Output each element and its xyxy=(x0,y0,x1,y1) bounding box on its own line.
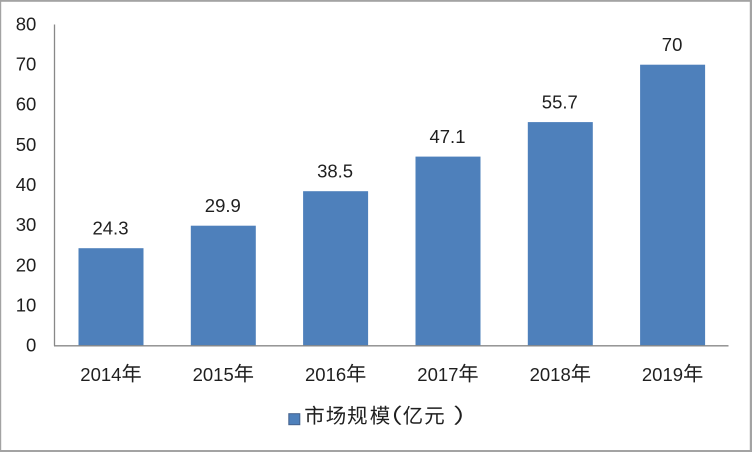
svg-text:20: 20 xyxy=(16,254,37,275)
svg-text:2017: 2017 xyxy=(417,364,458,385)
svg-text:24.3: 24.3 xyxy=(92,217,128,238)
svg-text:29.9: 29.9 xyxy=(205,195,241,216)
svg-text:30: 30 xyxy=(16,214,37,235)
svg-text:40: 40 xyxy=(16,174,37,195)
svg-text:0: 0 xyxy=(26,335,36,356)
svg-text:70: 70 xyxy=(662,34,683,55)
svg-text:55.7: 55.7 xyxy=(542,91,578,112)
svg-text:2014: 2014 xyxy=(80,364,121,385)
svg-text:70: 70 xyxy=(16,54,37,75)
svg-text:2019: 2019 xyxy=(642,364,683,385)
svg-text:10: 10 xyxy=(16,294,37,315)
svg-text:47.1: 47.1 xyxy=(429,126,465,147)
svg-text:60: 60 xyxy=(16,94,37,115)
svg-text:80: 80 xyxy=(16,13,37,34)
svg-text:50: 50 xyxy=(16,134,37,155)
svg-text:2018: 2018 xyxy=(530,364,571,385)
svg-text:38.5: 38.5 xyxy=(317,160,353,181)
svg-text:2015: 2015 xyxy=(193,364,234,385)
svg-text:2016: 2016 xyxy=(305,364,346,385)
